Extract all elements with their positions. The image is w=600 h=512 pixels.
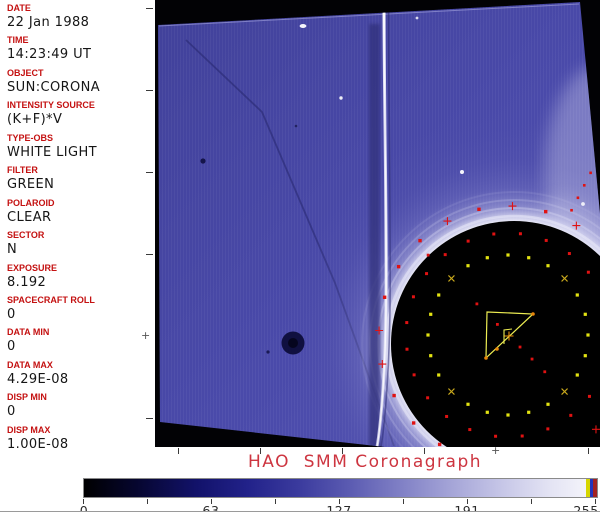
coronagraph-image[interactable] [155, 0, 600, 467]
colorbar-tick-label: 191 [454, 503, 480, 512]
metadata-field-value: 0 [7, 339, 16, 355]
image-title: HAO SMM Coronagraph [247, 452, 483, 472]
colorbar-major-tick [211, 499, 212, 504]
metadata-field: SPACECRAFT ROLL 0 [7, 295, 150, 327]
colorbar-minor-tick [403, 499, 404, 504]
metadata-field-value: 8.192 [7, 274, 47, 290]
colorbar-major-tick [595, 499, 596, 504]
metadata-field: SECTOR N [7, 230, 150, 262]
star-dots [299, 16, 585, 206]
metadata-field-value: (K+F)*V [7, 112, 63, 128]
metadata-field-label: TIME [7, 35, 29, 46]
metadata-field-value: 0 [7, 306, 16, 322]
metadata-field-label: DATA MAX [7, 359, 53, 370]
metadata-field-label: EXPOSURE [7, 262, 58, 273]
metadata-field: DISP MIN 0 [7, 392, 150, 424]
pylon-shadow-channel [369, 24, 380, 447]
metadata-field: EXPOSURE 8.192 [7, 263, 150, 295]
colorbar-gradient [83, 478, 598, 498]
metadata-field-label: DISP MAX [7, 424, 51, 435]
pylon-streak-dark-edge [380, 2, 392, 447]
metadata-field-value: N [7, 242, 18, 258]
fiducial-markers [375, 171, 600, 447]
y-axis-tick [146, 90, 153, 91]
colorbar-end-stripe [586, 479, 590, 497]
metadata-field-label: POLAROID [7, 197, 55, 208]
metadata-field: TYPE-OBS WHITE LIGHT [7, 133, 150, 165]
metadata-field: DATA MAX 4.29E-08 [7, 360, 150, 392]
metadata-field-label: DISP MIN [7, 392, 47, 403]
colorbar-tick-label: 255 [573, 503, 599, 512]
metadata-field: POLAROID CLEAR [7, 198, 150, 230]
colorbar-major-tick [467, 499, 468, 504]
metadata-field-value: 4.29E-08 [7, 371, 69, 387]
metadata-field-label: TYPE-OBS [7, 132, 54, 143]
metadata-field: INTENSITY SOURCE (K+F)*V [7, 100, 150, 132]
colorbar-tick-label: 0 [79, 503, 89, 512]
y-axis-tick [146, 254, 153, 255]
colorbar-major-tick [339, 499, 340, 504]
metadata-field-value: 0 [7, 404, 16, 420]
x-axis-tick [588, 448, 589, 454]
metadata-field-value: GREEN [7, 177, 55, 193]
colorbar-tick-label: 63 [202, 503, 220, 512]
metadata-field: TIME 14:23:49 UT [7, 35, 150, 67]
x-axis-tick [178, 448, 179, 454]
image-top-edge [158, 3, 580, 27]
metadata-field-label: DATA MIN [7, 327, 50, 338]
metadata-field: DATA MIN 0 [7, 327, 150, 359]
x-axis-tick [342, 448, 343, 454]
metadata-field: FILTER GREEN [7, 165, 150, 197]
colorbar-major-tick [83, 499, 84, 504]
colorbar-end-stripe [590, 479, 593, 497]
coronagraph-canvas[interactable] [155, 0, 600, 467]
metadata-field-label: SECTOR [7, 230, 45, 241]
metadata-field-label: SPACECRAFT ROLL [7, 294, 95, 305]
y-axis-tick [146, 172, 153, 173]
colorbar-end-stripe [592, 479, 597, 497]
metadata-field-value: WHITE LIGHT [7, 144, 98, 160]
cursor-plus-marker: + [491, 444, 501, 457]
colorbar-minor-tick [275, 499, 276, 504]
colorbar-tick-label: 127 [326, 503, 352, 512]
metadata-field: DATE 22 Jan 1988 [7, 3, 150, 35]
dust-specks [200, 124, 305, 355]
y-axis-tick [146, 418, 153, 419]
metadata-field-label: OBJECT [7, 67, 44, 78]
y-axis-tick [146, 8, 153, 9]
metadata-field-value: 22 Jan 1988 [7, 15, 90, 30]
colorbar-minor-tick [531, 499, 532, 504]
metadata-field-label: DATE [7, 3, 31, 13]
metadata-field-value: 14:23:49 UT [7, 47, 92, 63]
x-axis-tick [260, 448, 261, 454]
metadata-panel: DATE 22 Jan 1988 TIME 14:23:49 UT OBJECT SUN:… [0, 0, 150, 460]
cursor-plus-marker: + [141, 329, 151, 342]
disk-corner-shadow [545, 396, 600, 447]
pylon-streak-core [376, 2, 387, 447]
metadata-field: OBJECT SUN:CORONA [7, 68, 150, 100]
colorbar-minor-tick [147, 499, 148, 504]
x-axis-tick [424, 448, 425, 454]
metadata-field-label: INTENSITY SOURCE [7, 100, 95, 111]
metadata-field: DISP MAX 1.00E-08 [7, 425, 150, 457]
metadata-field-value: 1.00E-08 [7, 436, 69, 452]
metadata-field-value: SUN:CORONA [7, 79, 101, 95]
metadata-field-label: FILTER [7, 165, 38, 176]
metadata-field-value: CLEAR [7, 209, 52, 225]
